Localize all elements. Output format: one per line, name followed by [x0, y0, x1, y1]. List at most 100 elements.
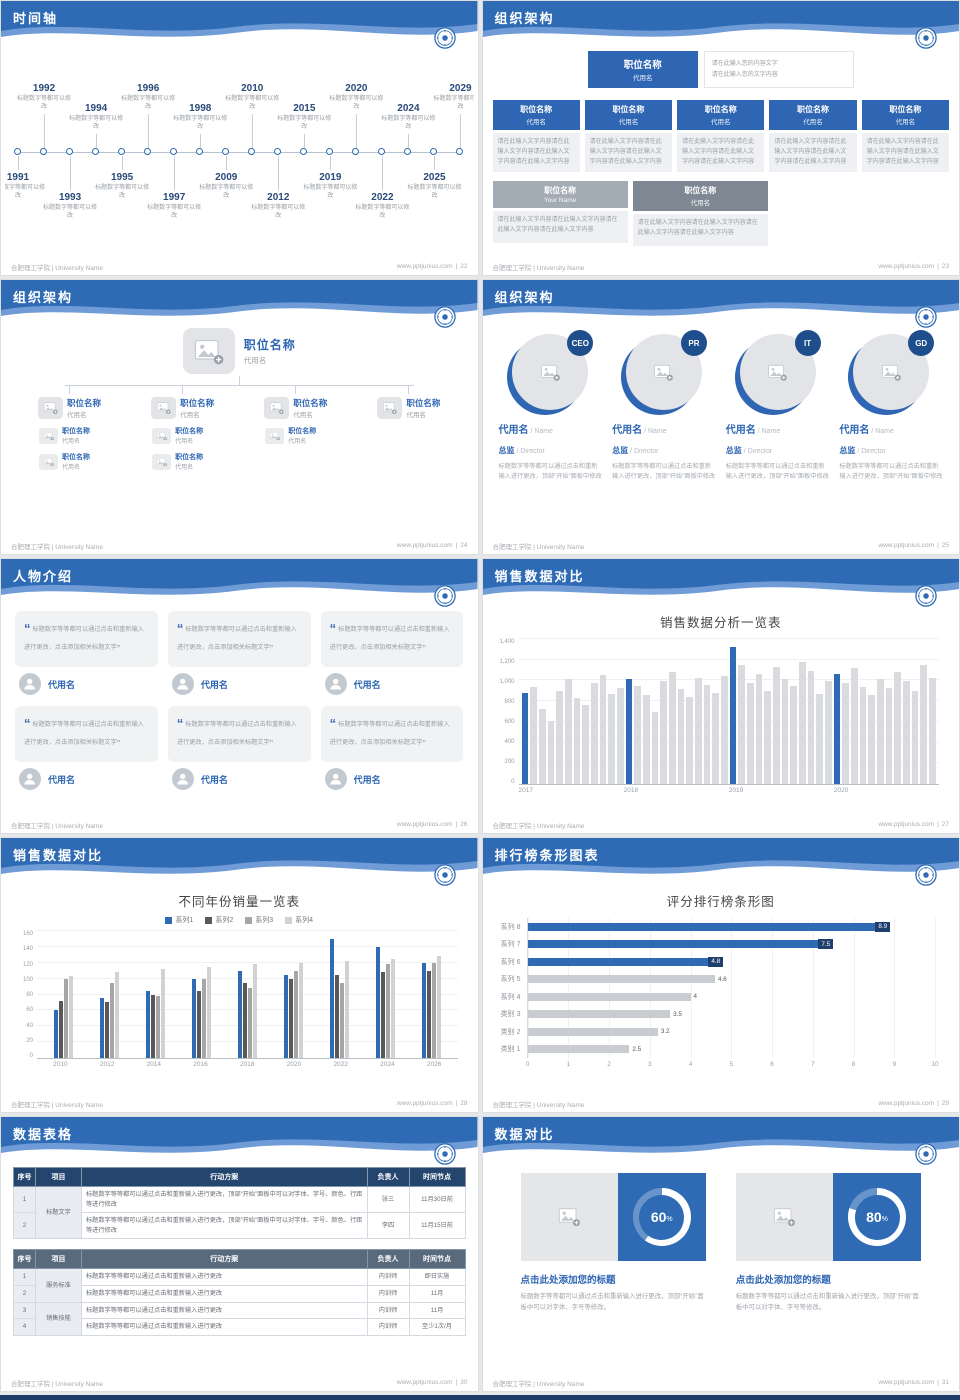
- open-quote-icon: “: [176, 716, 184, 731]
- bar: [196, 990, 201, 1058]
- person-card: “标题数字等等都可以通过点击和重新输入进行更改，点击添加相关标题文字” 代用名: [15, 611, 158, 697]
- org-unit: 职位名称 Your Name 请在此输入文字内容请在此输入文字内容请在此输入文字内容…: [492, 180, 628, 246]
- timeline-node-dot: [352, 147, 360, 155]
- gridline: [518, 720, 939, 722]
- y-axis: 160 140 120 100 80 60 40 20 0: [11, 931, 37, 1059]
- image-placeholder-icon: [533, 357, 567, 387]
- bar-value-label: 7.5: [818, 939, 834, 950]
- footer-school-name: 合肥理工学院 | University Name: [492, 543, 585, 551]
- profile-name: 代用名: [839, 425, 870, 436]
- slide-title: 组织架构: [13, 290, 74, 305]
- x-tick-label: 2014: [146, 1061, 162, 1068]
- timeline-entry: 1992 标题数字等都可以修改: [16, 83, 72, 111]
- image-placeholder-icon: [265, 427, 285, 444]
- slide-header: 组织架构: [482, 1, 959, 49]
- timeline-year: 1996: [137, 83, 160, 95]
- school-logo-icon: [915, 27, 937, 49]
- avatar-icon: [171, 768, 194, 790]
- table-row: 1 服务标准 标题数字等等都可以通过点击和重新输入进行更改 内训师 即日实施: [13, 1268, 466, 1303]
- slide-kpi-compare[interactable]: 数据对比 60% 点击此处添加您的标题 标题数字等等都可以通过点击和重新输入进行更改…: [481, 1116, 960, 1392]
- footer-separator: |: [937, 821, 939, 828]
- footer-site-page: www.pptjunius.com | 27: [878, 821, 949, 828]
- table-header-row: 序号 项目 行动方案 负责人 时间节点: [13, 1249, 466, 1270]
- gridline: [37, 930, 458, 931]
- bar: [799, 661, 806, 784]
- rank-row: 3.2: [527, 1027, 936, 1036]
- position-subtitle: 代用名: [62, 465, 81, 471]
- category-label: 类别 2: [500, 1028, 521, 1036]
- slide-sales-dense-chart[interactable]: 销售数据对比 销售数据分析一览表 1,400 1,200 1,000 800 600 400…: [481, 558, 960, 834]
- position-subtitle: Your Name: [543, 196, 577, 204]
- bar: 8.9: [527, 921, 891, 932]
- x-tick-label: 2010: [53, 1061, 68, 1068]
- slide-title: 时间轴: [13, 11, 59, 26]
- close-quote-icon: ”: [269, 739, 273, 750]
- timeline-entry: 2009 标题数字等都可以修改: [198, 172, 254, 200]
- timeline-canvas: 1991标题数字等都可以修改1992标题数字等都可以修改1993标题数字等都可以…: [5, 45, 474, 258]
- position-subtitle: 代用名: [175, 439, 194, 445]
- bar: [564, 679, 572, 784]
- timeline-node-dot: [170, 147, 178, 155]
- category-label: 系列 4: [500, 993, 521, 1001]
- org-unit-note: 请在此输入文字内容请在此输入文字内容请在此输入文字内容请在此输入文字内容: [492, 210, 628, 243]
- rank-row: 3.5: [527, 1010, 936, 1019]
- profile-badge: IT: [794, 330, 821, 356]
- x-tick-label: 7: [810, 1061, 815, 1068]
- timeline-caption: 标题数字等都可以修改: [303, 184, 358, 199]
- image-placeholder-icon: [764, 1200, 804, 1234]
- slide-header: 时间轴: [1, 1, 478, 49]
- donut-chart: 60%: [632, 1188, 691, 1246]
- y-tick-label: 200: [504, 759, 515, 765]
- header-wave: [1, 838, 478, 874]
- slide-org-chart-boxes[interactable]: 组织架构 职位名称 代用名 请在此输入您的内容文字 请在此输入您的文字内容 职位名称 代用…: [481, 0, 960, 276]
- kpi-image-box: [735, 1173, 833, 1261]
- header-wave: [482, 559, 959, 595]
- timeline-entry: 2020 标题数字等都可以修改: [328, 83, 384, 111]
- close-quote-icon: ”: [422, 739, 426, 750]
- bar: [530, 686, 537, 784]
- percent-value: 80: [866, 1209, 882, 1225]
- org-unit-box: 职位名称 代用名: [677, 100, 765, 130]
- bar: [816, 693, 824, 784]
- bar: [911, 690, 919, 784]
- image-placeholder-icon: [264, 397, 290, 419]
- org-unit-box: 职位名称 代用名: [584, 100, 673, 130]
- org-root: 职位名称 代用名: [1, 328, 478, 374]
- y-tick-label: 160: [22, 931, 33, 937]
- position-title: 职位名称: [175, 454, 204, 461]
- org-unit-note: 请在此输入文字内容请在此输入文字内容请在此输入文字内容请在此输入文字内容: [677, 133, 765, 172]
- bar-group: [224, 931, 270, 1058]
- bar: [842, 682, 850, 784]
- slide-org-chart-tree[interactable]: 组织架构 职位名称 代用名 职位名称 代用名 职位名称 代用名 职位名称 代用名 职位名称 代用名…: [0, 279, 479, 555]
- bar: [582, 705, 589, 784]
- slide-ranking-chart[interactable]: 排行榜条形图表 评分排行榜条形图 系列 8 系列 7 系列 6 系列 5 系列 4 类别 3…: [481, 837, 960, 1113]
- bar: [53, 1010, 58, 1058]
- slide-org-profiles[interactable]: 组织架构 CEO 代用名 / Name 总监 / Director 标题数字等等都可以…: [481, 279, 960, 555]
- bar: [929, 678, 936, 784]
- school-logo: [915, 1143, 937, 1165]
- legend-item: 系列1: [165, 915, 193, 925]
- table-row: 4 标题数字等等都可以通过点击和重新输入进行更改 内训师 至少1次/月: [13, 1318, 466, 1336]
- slide-people-intro[interactable]: 人物介绍 “标题数字等等都可以通过点击和重新输入进行更改，点击添加相关标题文字”…: [0, 558, 479, 834]
- slide-timeline[interactable]: 时间轴 1991标题数字等都可以修改1992标题数字等都可以修改1993标题数字…: [0, 0, 479, 276]
- bar: [877, 679, 884, 784]
- org-unit-note: 请在此输入文字内容请在此输入文字内容请在此输入文字内容请在此输入文字内容: [861, 133, 949, 172]
- position-subtitle: 代用名: [406, 412, 426, 419]
- position-subtitle: 代用名: [633, 75, 653, 82]
- profile-card: IT 代用名 / Name 总监 / Director 标题数字等等都可以通过点击和重…: [726, 330, 830, 537]
- profile-badge: CEO: [567, 330, 594, 356]
- gridline: [853, 918, 855, 1058]
- kpi-donut-box: 60%: [617, 1173, 706, 1261]
- image-placeholder-icon: [39, 453, 58, 470]
- slide-data-tables[interactable]: 数据表格 序号 项目 行动方案 负责人 时间节点 1 标题文字 标题数字等等都可以通过点击和重…: [0, 1116, 479, 1392]
- person-name: 代用名: [200, 679, 228, 690]
- timeline-node-dot: [14, 147, 21, 155]
- table-row: 3 销售技能 标题数字等等都可以通过点击和重新输入进行更改 内训师 11月: [13, 1301, 466, 1336]
- slide-sales-grouped-chart[interactable]: 销售数据对比 不同年份销量一览表 系列1 系列2 系列3 系列4 160 140 120 100…: [0, 837, 479, 1113]
- legend-label: 系列1: [175, 917, 194, 924]
- footer-school-name: 合肥理工学院 | University Name: [11, 1101, 103, 1109]
- bar: [729, 647, 737, 784]
- connector-line: [182, 386, 184, 394]
- footer-page-number: 24: [460, 542, 468, 549]
